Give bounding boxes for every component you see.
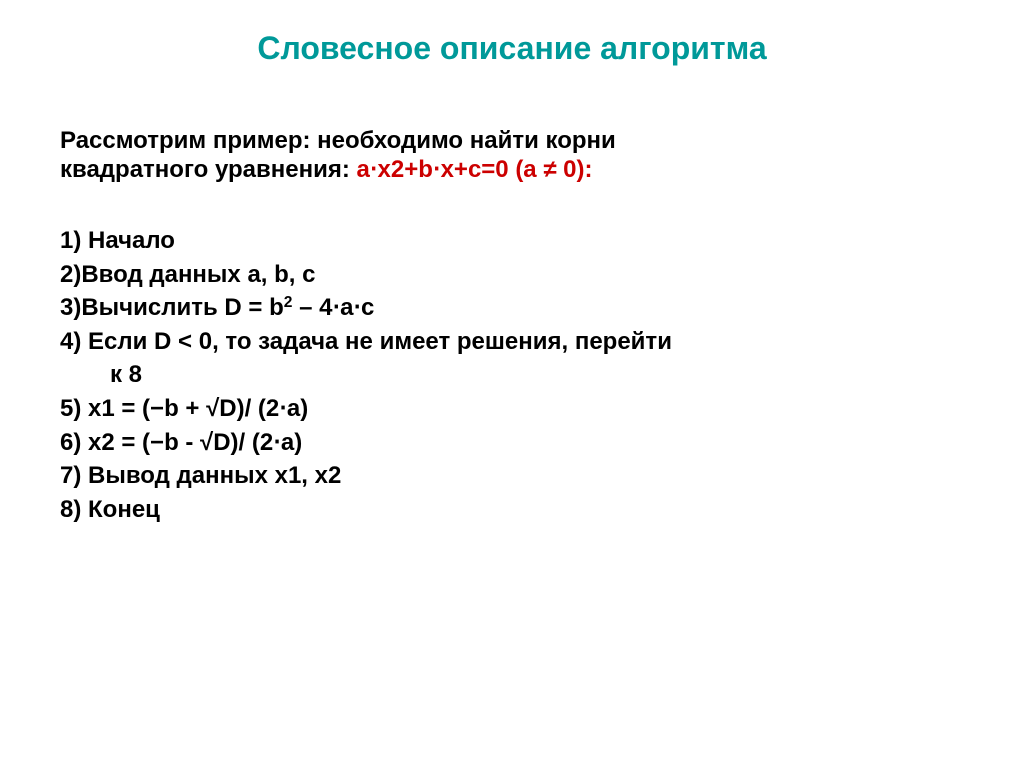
intro-line-1: Рассмотрим пример: необходимо найти корн… <box>60 127 964 155</box>
step-4-cont: к 8 <box>60 358 964 392</box>
step-4: 4) Если D < 0, то задача не имеет решени… <box>60 325 964 359</box>
step-3-prefix: 3)Вычислить D = b <box>60 294 284 321</box>
step-3: 3)Вычислить D = b2 – 4⋅a⋅c <box>60 291 964 325</box>
step-5: 5) x1 = (−b + √D)/ (2⋅a) <box>60 392 964 426</box>
step-3-suffix: – 4⋅a⋅c <box>292 294 374 321</box>
intro-line-2: квадратного уравнения: a⋅x2+b⋅x+c=0 (a ≠… <box>60 155 964 184</box>
equation: a⋅x2+b⋅x+c=0 (a ≠ 0): <box>357 156 593 183</box>
step-7: 7) Вывод данных x1, x2 <box>60 459 964 493</box>
intro-block: Рассмотрим пример: необходимо найти корн… <box>60 127 964 184</box>
slide: Словесное описание алгоритма Рассмотрим … <box>0 0 1024 767</box>
slide-title: Словесное описание алгоритма <box>60 30 964 67</box>
intro-prefix: квадратного уравнения: <box>60 156 357 183</box>
step-2: 2)Ввод данных a, b, c <box>60 258 964 292</box>
steps-block: 1) Начало 2)Ввод данных a, b, c 3)Вычисл… <box>60 224 964 526</box>
step-1: 1) Начало <box>60 224 964 258</box>
step-3-sup: 2 <box>284 294 293 311</box>
step-6: 6) x2 = (−b - √D)/ (2⋅a) <box>60 426 964 460</box>
step-8: 8) Конец <box>60 493 964 527</box>
